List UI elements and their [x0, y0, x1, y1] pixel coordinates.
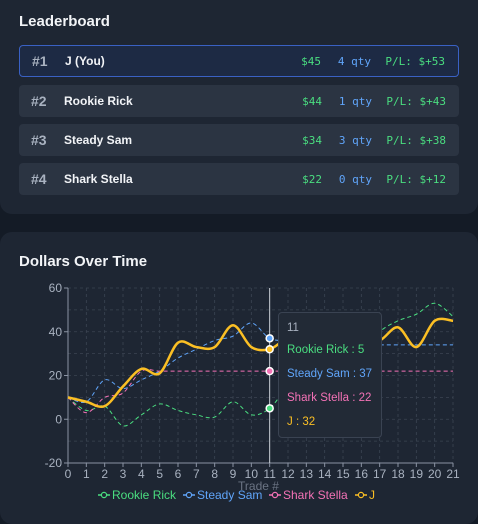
- player-dollars: $34: [302, 133, 322, 147]
- x-tick-label: 4: [138, 467, 145, 481]
- y-tick-label: 0: [55, 412, 62, 426]
- leaderboard-row[interactable]: #1 J (You) $45 4 qty P/L: $+53: [19, 45, 459, 77]
- player-dollars: $45: [301, 54, 321, 68]
- x-tick-label: 16: [355, 467, 369, 481]
- x-tick-label: 1: [83, 467, 90, 481]
- tooltip-item: Steady Sam : 37: [287, 368, 373, 380]
- player-pl: P/L: $+53: [385, 54, 445, 68]
- x-tick-label: 6: [175, 467, 182, 481]
- player-name: Steady Sam: [64, 133, 133, 147]
- y-tick-label: 60: [49, 281, 63, 295]
- chart-title: Dollars Over Time: [19, 253, 148, 270]
- x-axis-label: Trade #: [238, 479, 279, 493]
- legend-marker-icon: [357, 491, 365, 499]
- chart-grid: [67, 287, 454, 464]
- x-tick-label: 21: [446, 467, 460, 481]
- legend-item[interactable]: Shark Stella: [269, 488, 348, 502]
- player-qty: 1 qty: [338, 94, 372, 108]
- x-tick-label: 18: [391, 467, 405, 481]
- player-pl: P/L: $+12: [386, 172, 446, 186]
- tooltip-item: Rookie Rick : 5: [287, 344, 365, 356]
- player-name: Shark Stella: [64, 172, 133, 186]
- x-tick-label: 0: [65, 467, 72, 481]
- legend-label: Steady Sam: [197, 488, 262, 502]
- legend-label: J: [369, 488, 375, 502]
- x-tick-label: 12: [281, 467, 295, 481]
- x-tick-label: 14: [318, 467, 332, 481]
- leaderboard-row[interactable]: #3 Steady Sam $34 3 qty P/L: $+38: [19, 124, 459, 156]
- legend-marker-icon: [185, 491, 193, 499]
- hover-point: [265, 345, 274, 354]
- x-tick-label: 3: [120, 467, 127, 481]
- player-dollars: $22: [302, 172, 322, 186]
- hover-point: [265, 334, 274, 343]
- y-tick-label: -20: [45, 456, 63, 470]
- legend-item[interactable]: J: [355, 488, 375, 502]
- series-line-shark-stella: [67, 369, 453, 414]
- rank-label: #3: [31, 132, 47, 148]
- player-qty: 0 qty: [338, 172, 372, 186]
- player-qty: 4 qty: [337, 54, 371, 68]
- leaderboard-panel: Leaderboard #1 J (You) $45 4 qty P/L: $+…: [0, 0, 478, 214]
- x-tick-label: 13: [300, 467, 314, 481]
- tooltip-header: 11: [287, 322, 299, 334]
- legend-label: Shark Stella: [283, 488, 348, 502]
- legend-label: Rookie Rick: [112, 488, 177, 502]
- y-tick-label: 20: [49, 369, 63, 383]
- tooltip-item: J : 32: [287, 416, 316, 428]
- leaderboard-row[interactable]: #4 Shark Stella $22 0 qty P/L: $+12: [19, 163, 459, 195]
- legend-marker-icon: [100, 491, 108, 499]
- player-dollars: $44: [302, 94, 322, 108]
- x-tick-label: 17: [373, 467, 387, 481]
- player-pl: P/L: $+38: [386, 133, 446, 147]
- series-line-rookie-rick: [67, 302, 454, 427]
- leaderboard-title: Leaderboard: [19, 13, 110, 30]
- chart-legend[interactable]: Rookie Rick Steady Sam Shark Stella J: [98, 488, 375, 502]
- rank-label: #4: [31, 171, 47, 187]
- series-line-steady-sam: [67, 322, 453, 403]
- x-tick-label: 5: [156, 467, 163, 481]
- player-name: J (You): [65, 54, 105, 68]
- chart-tooltip: 11 Rookie Rick : 5 Steady Sam : 37 Shark…: [278, 312, 382, 438]
- hover-point: [265, 404, 274, 413]
- x-tick-label: 7: [193, 467, 200, 481]
- hover-point: [265, 366, 274, 376]
- player-qty: 3 qty: [338, 133, 372, 147]
- player-name: Rookie Rick: [64, 94, 133, 108]
- legend-item[interactable]: Rookie Rick: [98, 488, 177, 502]
- y-tick-label: 40: [49, 325, 63, 339]
- tooltip-item: Shark Stella : 22: [287, 392, 372, 404]
- x-tick-label: 20: [428, 467, 442, 481]
- chart-series: [67, 288, 454, 463]
- x-tick-label: 15: [336, 467, 350, 481]
- x-tick-label: 2: [101, 467, 108, 481]
- rank-label: #1: [32, 53, 48, 69]
- x-tick-label: 10: [245, 467, 259, 481]
- rank-label: #2: [31, 93, 47, 109]
- leaderboard-row[interactable]: #2 Rookie Rick $44 1 qty P/L: $+43: [19, 85, 459, 117]
- player-pl: P/L: $+43: [386, 94, 446, 108]
- x-tick-label: 8: [211, 467, 218, 481]
- x-tick-label: 19: [410, 467, 424, 481]
- x-tick-label: 9: [230, 467, 237, 481]
- legend-item[interactable]: Steady Sam: [183, 488, 262, 502]
- series-line-j: [67, 317, 454, 408]
- legend-marker-icon: [271, 491, 279, 499]
- x-tick-label: 11: [263, 467, 276, 481]
